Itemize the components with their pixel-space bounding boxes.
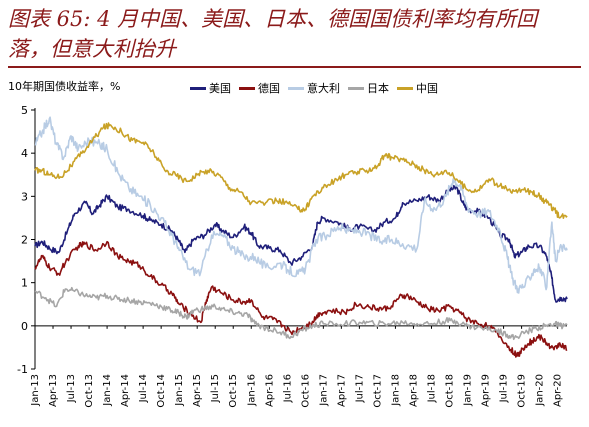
y-tick-label: 0 (21, 320, 28, 333)
x-tick-label: Apr-15 (192, 374, 203, 407)
x-tick-label: Jan-16 (246, 374, 257, 407)
legend-swatch-us (190, 86, 206, 90)
x-tick-label: Oct-19 (517, 374, 528, 408)
x-tick-label: Jan-15 (174, 374, 185, 407)
page-title: 图表 65: 4 月中国、美国、日本、德国国债利率均有所回 落，但意大利抬升 (8, 7, 538, 61)
x-tick-label: Apr-18 (408, 374, 419, 407)
legend-swatch-italy (288, 86, 304, 90)
x-tick-label: Oct-17 (372, 374, 383, 408)
legend-swatch-china (397, 86, 413, 90)
legend-label-us: 美国 (209, 82, 231, 95)
x-tick-label: Jan-17 (318, 374, 329, 407)
x-tick-label: Jan-14 (102, 374, 113, 407)
legend-swatch-japan (348, 86, 364, 90)
legend-label-china: 中国 (416, 82, 438, 95)
series-line-4 (34, 122, 568, 219)
x-tick-label: Jul-16 (282, 374, 293, 403)
x-tick-label: Oct-15 (228, 374, 239, 408)
x-tick-label: Oct-14 (156, 374, 167, 408)
x-tick-label: Jul-18 (426, 374, 437, 403)
x-tick-label: Apr-20 (553, 374, 564, 407)
x-tick-label: Apr-16 (264, 374, 275, 407)
series-line-3 (34, 286, 568, 341)
x-tick-label: Apr-19 (481, 374, 492, 407)
legend-swatch-germany (239, 86, 255, 90)
y-tick-label: 1 (21, 277, 28, 290)
y-tick-label: 5 (21, 104, 28, 117)
legend-label-germany: 德国 (258, 82, 280, 95)
x-tick-label: Jan-19 (463, 374, 474, 407)
y-tick-label: 4 (21, 147, 28, 160)
x-tick-label: Apr-17 (336, 374, 347, 407)
y-tick-label: 2 (21, 234, 28, 247)
y-axis-label: 10年期国债收益率，% (8, 80, 121, 93)
legend-label-italy: 意大利 (307, 82, 340, 95)
x-tick-label: Jul-13 (66, 374, 77, 403)
legend-item-japan: 日本 (348, 80, 389, 96)
series-line-2 (34, 116, 568, 294)
x-tick-label: Jul-15 (210, 374, 221, 403)
x-tick-label: Jul-14 (138, 374, 149, 403)
x-tick-label: Jan-20 (535, 374, 546, 407)
x-tick-label: Oct-18 (444, 374, 455, 408)
series-line-0 (34, 184, 568, 303)
chart-legend: 美国 德国 意大利 日本 中国 (190, 80, 438, 96)
legend-item-china: 中国 (397, 80, 438, 96)
x-tick-label: Apr-14 (120, 374, 131, 407)
y-tick-label: 3 (21, 190, 28, 203)
x-tick-label: Jan-18 (390, 374, 401, 407)
x-tick-label: Oct-16 (300, 374, 311, 408)
x-tick-label: Oct-13 (84, 374, 95, 408)
title-divider (8, 66, 581, 68)
x-tick-label: Jan-13 (30, 374, 41, 407)
legend-label-japan: 日本 (367, 82, 389, 95)
legend-item-italy: 意大利 (288, 80, 340, 96)
x-tick-label: Apr-13 (48, 374, 59, 407)
legend-item-us: 美国 (190, 80, 231, 96)
x-tick-label: Jul-17 (354, 374, 365, 403)
x-tick-label: Jul-19 (499, 374, 510, 403)
legend-item-germany: 德国 (239, 80, 280, 96)
y-tick-label: -1 (17, 363, 28, 376)
